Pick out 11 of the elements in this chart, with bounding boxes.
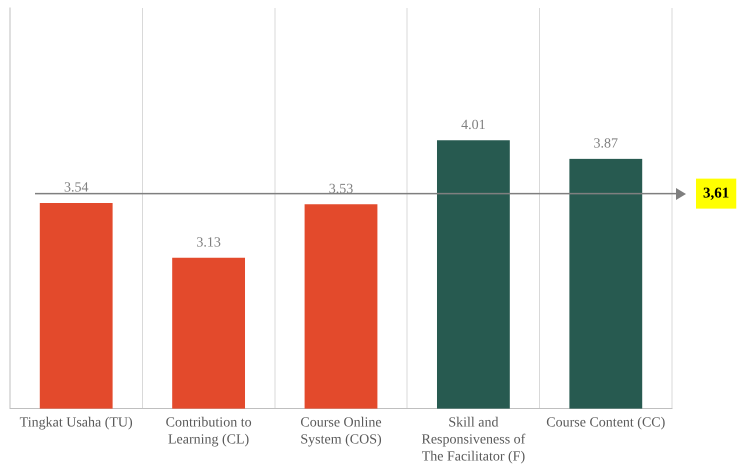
x-tick-label: Course Content (CC) <box>546 416 666 431</box>
data-label: 3.54 <box>64 180 88 196</box>
x-tick-label: Skill and Responsiveness of The Facilitator (F) <box>421 416 526 464</box>
ref-line-label: 3,61 <box>703 185 730 202</box>
data-label: 3.87 <box>594 136 618 152</box>
data-label: 3.13 <box>196 235 221 250</box>
data-label: 3.53 <box>328 182 354 197</box>
x-tick-label: Contribution to Learning (CL) <box>166 416 252 448</box>
x-tick-label: Tingkat Usaha (TU) <box>20 416 134 431</box>
x-tick-label: Course Online System (COS) <box>300 416 382 448</box>
data-label: 4.01 <box>461 118 486 133</box>
